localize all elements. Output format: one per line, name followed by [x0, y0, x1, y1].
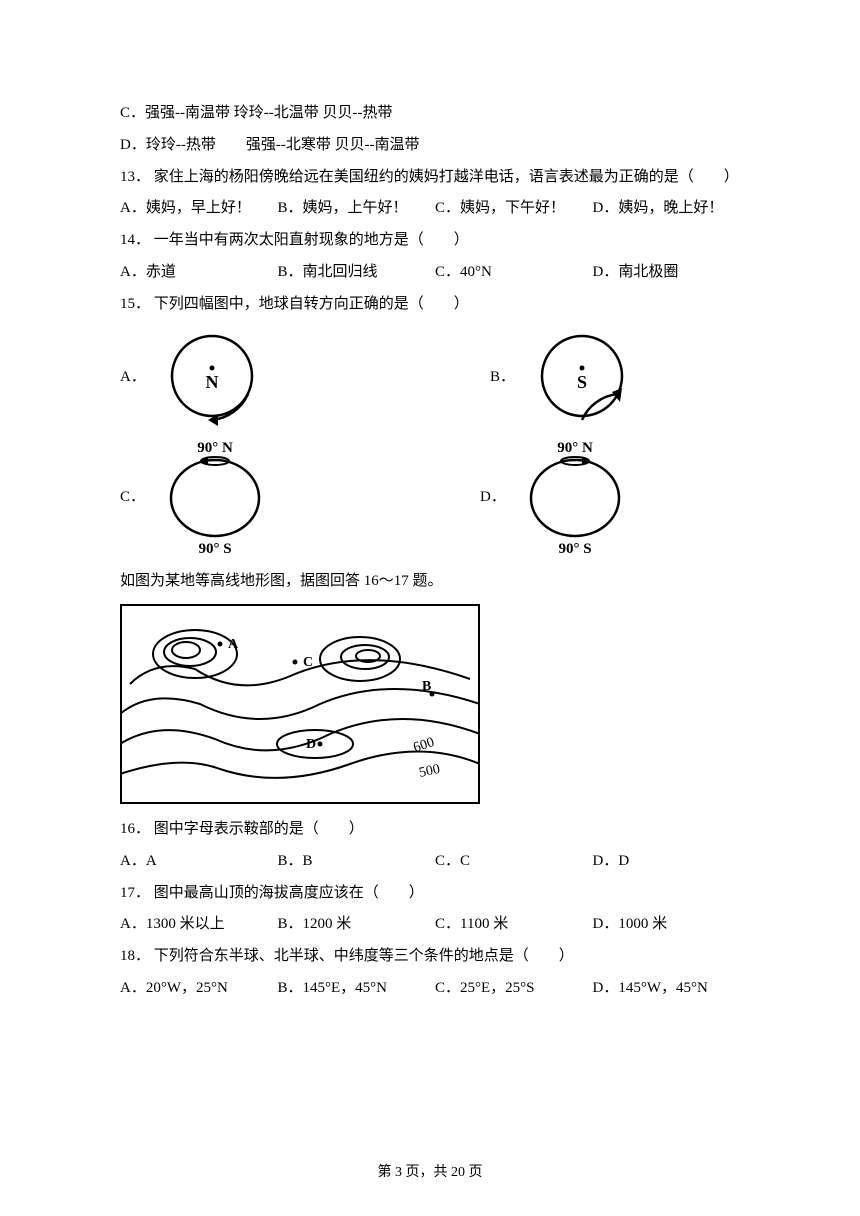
q15-label-a: A．: [120, 364, 160, 392]
contour-map-svg: A C B D 600 500: [120, 604, 480, 804]
q18-options: A．20°W，25°N B．145°E，45°N C．25°E，25°S D．1…: [120, 975, 750, 1003]
q17-c: C．1100 米: [435, 911, 593, 939]
svg-text:B: B: [422, 679, 431, 694]
footer-total: 20: [451, 1165, 465, 1180]
q14-stem: 14． 一年当中有两次太阳直射现象的地方是（ ）: [120, 227, 750, 255]
q16-c: C．C: [435, 848, 593, 876]
q14-a: A．赤道: [120, 259, 278, 287]
q18-d: D．145°W，45°N: [593, 975, 751, 1003]
q17-b: B．1200 米: [278, 911, 436, 939]
q16-b: B．B: [278, 848, 436, 876]
svg-text:N: N: [206, 372, 219, 392]
q12-option-d: D．玲玲--热带 强强--北寒带 贝贝--南温带: [120, 132, 750, 160]
svg-text:A: A: [228, 637, 239, 652]
q17-options: A．1300 米以上 B．1200 米 C．1100 米 D．1000 米: [120, 911, 750, 939]
q18-a: A．20°W，25°N: [120, 975, 278, 1003]
svg-text:C: C: [303, 655, 313, 670]
svg-text:D: D: [306, 737, 316, 752]
q16-a: A．A: [120, 848, 278, 876]
footer-mid: 页，共: [402, 1165, 451, 1180]
page-footer: 第 3 页，共 20 页: [0, 1160, 860, 1186]
q13-b: B．姨妈，上午好！: [278, 195, 436, 223]
q16-stem: 16． 图中字母表示鞍部的是（ ）: [120, 816, 750, 844]
q12-option-c: C．强强--南温带 玲玲--北温带 贝贝--热带: [120, 100, 750, 128]
q17-a: A．1300 米以上: [120, 911, 278, 939]
q14-options: A．赤道 B．南北回归线 C．40°N D．南北极圈: [120, 259, 750, 287]
q14-d: D．南北极圈: [593, 259, 751, 287]
diagram-a-north-pole: N: [160, 328, 270, 428]
q14-b: B．南北回归线: [278, 259, 436, 287]
footer-page: 3: [395, 1165, 402, 1180]
q15-stem: 15． 下列四幅图中，地球自转方向正确的是（ ）: [120, 291, 750, 319]
footer-post: 页: [465, 1165, 483, 1180]
q15-label-d: D．: [480, 484, 520, 512]
q18-b: B．145°E，45°N: [278, 975, 436, 1003]
q18-stem: 18． 下列符合东半球、北半球、中纬度等三个条件的地点是（ ）: [120, 943, 750, 971]
q13-stem: 13． 家住上海的杨阳傍晚给远在美国纽约的姨妈打越洋电话，语言表述最为正确的是（…: [120, 164, 750, 192]
q14-c: C．40°N: [435, 259, 593, 287]
q13-options: A．姨妈，早上好！ B．姨妈，上午好！ C．姨妈，下午好！ D．姨妈，晚上好！: [120, 195, 750, 223]
svg-text:S: S: [577, 372, 587, 392]
svg-text:500: 500: [418, 762, 442, 781]
q17-d: D．1000 米: [593, 911, 751, 939]
q13-d: D．姨妈，晚上好！: [593, 195, 751, 223]
diagram-b-south-pole: S: [530, 328, 640, 428]
footer-pre: 第: [378, 1165, 396, 1180]
diagram-c-side-view: 90° N 90° S: [160, 438, 275, 558]
q15-label-c: C．: [120, 484, 160, 512]
diagram-d-side-view: 90° N 90° S: [520, 438, 635, 558]
q15-label-b: B．: [490, 364, 530, 392]
q18-c: C．25°E，25°S: [435, 975, 593, 1003]
svg-text:90° S: 90° S: [198, 541, 231, 557]
q16-d: D．D: [593, 848, 751, 876]
q17-stem: 17． 图中最高山顶的海拔高度应该在（ ）: [120, 880, 750, 908]
contour-map: A C B D 600 500: [120, 604, 750, 804]
svg-text:90° N: 90° N: [197, 440, 233, 456]
svg-text:90° N: 90° N: [557, 440, 593, 456]
q16-options: A．A B．B C．C D．D: [120, 848, 750, 876]
contour-intro: 如图为某地等高线地形图，据图回答 16～17 题。: [120, 568, 750, 596]
q15-row-ab: A． N B． S: [120, 328, 750, 428]
q15-row-cd: C． 90° N 90° S D． 90° N 90° S: [120, 438, 750, 558]
svg-text:90° S: 90° S: [558, 541, 591, 557]
q13-c: C．姨妈，下午好！: [435, 195, 593, 223]
q13-a: A．姨妈，早上好！: [120, 195, 278, 223]
